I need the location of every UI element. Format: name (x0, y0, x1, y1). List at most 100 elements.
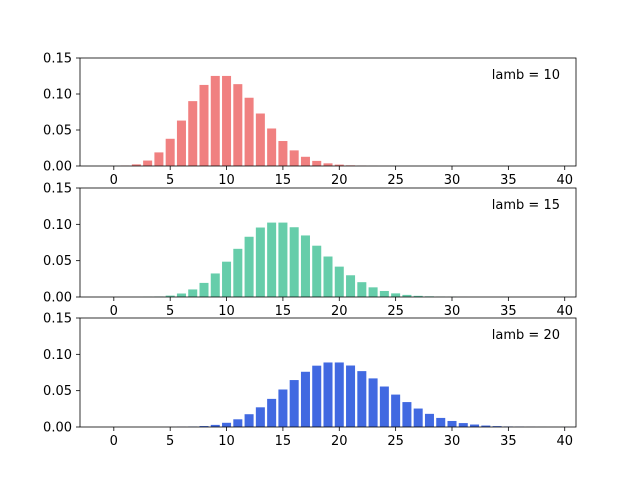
x-tick-label: 15 (275, 304, 292, 319)
x-tick-label: 0 (110, 304, 118, 319)
bar (300, 235, 310, 297)
subplot-1: 0 5 10 15 20 25 30 35 40 0.00 0.05 0.10 0.15 lamb = 1… (43, 52, 577, 188)
x-tick-label: 25 (387, 434, 404, 449)
bar (255, 113, 265, 166)
x-tick-label: 40 (556, 173, 573, 188)
bar (199, 282, 209, 297)
bar (391, 394, 401, 427)
bar (176, 120, 186, 166)
x-tick-label: 25 (387, 304, 404, 319)
bar (346, 275, 356, 297)
bar (470, 424, 480, 427)
bar (244, 97, 254, 166)
x-tick-label: 40 (556, 434, 573, 449)
bar (267, 128, 277, 166)
bar (154, 152, 164, 166)
bar (222, 75, 232, 166)
x-tick-label: 10 (218, 434, 235, 449)
axes-frame (79, 187, 577, 298)
bar (199, 84, 209, 166)
x-tick-label: 0 (110, 173, 118, 188)
bar (244, 236, 254, 297)
bar (289, 150, 299, 166)
bar (492, 426, 502, 427)
annotation-label: lamb = 20 (492, 328, 560, 343)
bar (413, 295, 423, 297)
bar (289, 227, 299, 297)
bar (379, 290, 389, 297)
x-tick-label: 20 (331, 304, 348, 319)
bar (176, 293, 186, 297)
y-tick-label: 0.15 (43, 182, 72, 197)
bar (199, 426, 209, 427)
x-tick-label: 10 (218, 304, 235, 319)
x-tick-label: 30 (444, 434, 461, 449)
bar (300, 371, 310, 427)
bar (143, 160, 153, 166)
y-tick-label: 0.00 (43, 160, 72, 175)
bar (357, 371, 367, 427)
bar (424, 413, 434, 427)
subplot-3: 0 5 10 15 20 25 30 35 40 0.00 0.05 0.10 0.15 lamb = 2… (43, 312, 577, 449)
bar (188, 101, 198, 166)
bar (402, 402, 412, 427)
y-tick-label: 0.15 (43, 52, 72, 67)
bar (346, 365, 356, 427)
bar (334, 164, 344, 166)
x-tick-label: 5 (166, 173, 174, 188)
bar (379, 386, 389, 427)
bar (255, 227, 265, 297)
x-tick-label: 15 (275, 434, 292, 449)
x-tick-label: 10 (218, 173, 235, 188)
x-tick-label: 35 (500, 173, 517, 188)
bar (278, 222, 288, 297)
bar (357, 282, 367, 297)
bar (131, 164, 141, 166)
axes-frame (79, 57, 577, 167)
y-tick-label: 0.05 (43, 124, 72, 139)
bar (323, 362, 333, 427)
bar (312, 160, 322, 166)
annotation-label: lamb = 15 (492, 198, 560, 213)
x-tick-label: 5 (166, 434, 174, 449)
bar (165, 295, 175, 297)
y-tick-label: 0.15 (43, 312, 72, 327)
bar (233, 84, 243, 166)
axes-frame (79, 317, 577, 428)
bar (278, 389, 288, 427)
x-tick-label: 20 (331, 434, 348, 449)
bar (402, 294, 412, 297)
x-tick-label: 30 (444, 304, 461, 319)
bar (210, 424, 220, 427)
x-tick-label: 35 (500, 304, 517, 319)
bar (188, 289, 198, 297)
bar (233, 248, 243, 297)
bar (222, 422, 232, 427)
bar (267, 398, 277, 427)
bar (368, 287, 378, 297)
bar (300, 156, 310, 166)
bar (334, 266, 344, 297)
bar (323, 256, 333, 297)
bar (210, 75, 220, 166)
subplot-2: 0 5 10 15 20 25 30 35 40 0.00 0.05 0.10 0.15 lamb = 1… (43, 182, 577, 319)
x-tick-label: 5 (166, 304, 174, 319)
y-tick-label: 0.05 (43, 254, 72, 269)
bar (481, 425, 491, 427)
annotation-label: lamb = 10 (492, 68, 560, 83)
bar (255, 407, 265, 427)
bar (312, 245, 322, 297)
bar (165, 138, 175, 166)
bar (210, 273, 220, 297)
bar (233, 419, 243, 427)
bar (323, 163, 333, 166)
y-tick-label: 0.10 (43, 88, 72, 103)
bar (436, 417, 446, 427)
bar (312, 365, 322, 427)
y-tick-label: 0.10 (43, 218, 72, 233)
bar (222, 261, 232, 297)
bar (334, 362, 344, 427)
y-tick-label: 0.00 (43, 291, 72, 306)
bar (458, 423, 468, 427)
y-tick-label: 0.00 (43, 421, 72, 436)
